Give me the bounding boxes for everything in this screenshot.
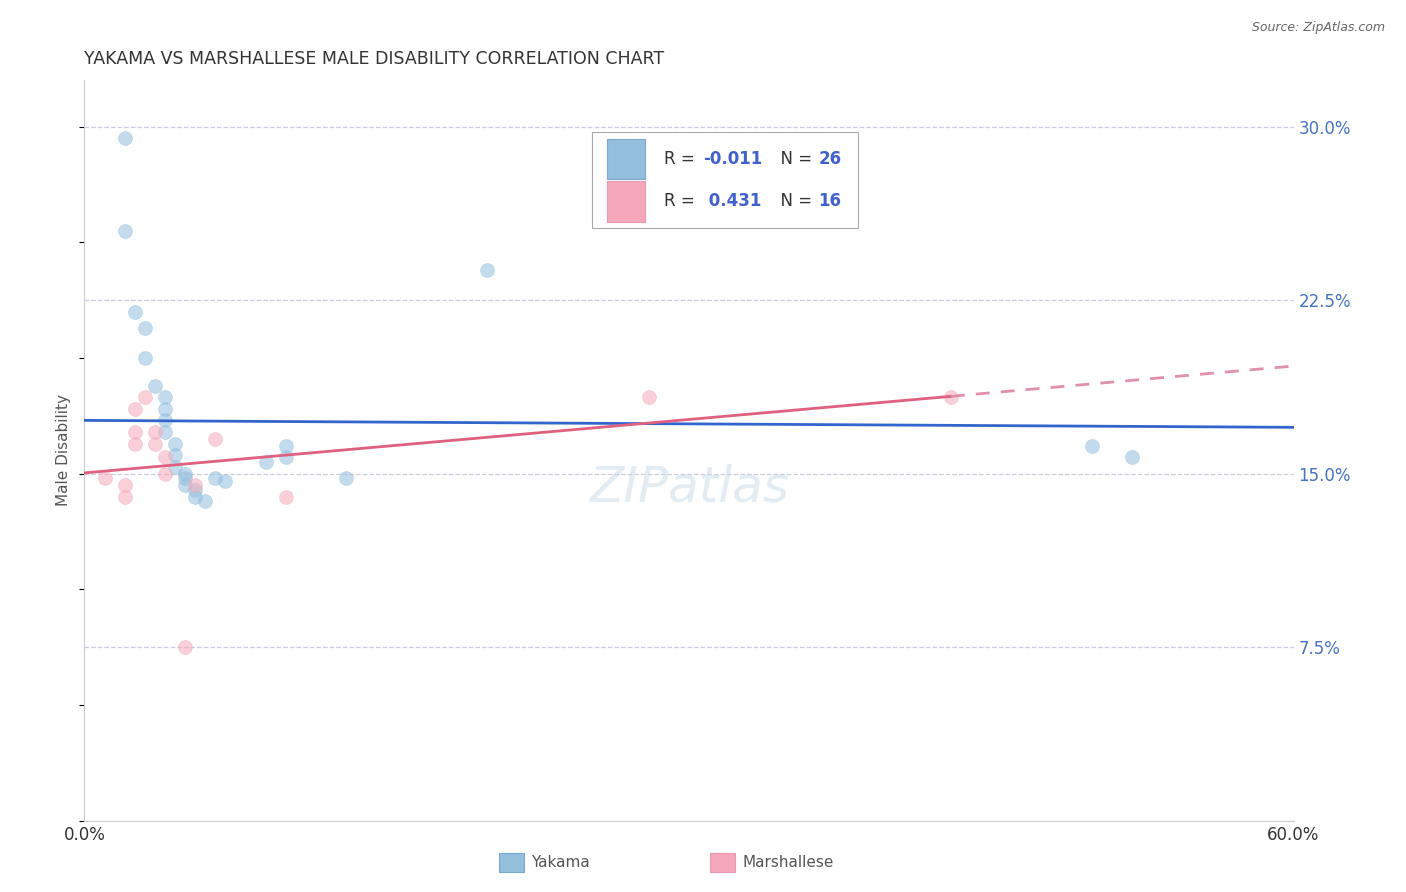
Point	[114, 131, 136, 145]
Point	[124, 304, 146, 318]
Point	[184, 483, 207, 497]
Point	[165, 448, 187, 462]
Point	[477, 263, 499, 277]
Point	[214, 474, 236, 488]
Point	[153, 450, 176, 465]
Text: 0.431: 0.431	[703, 193, 762, 211]
FancyBboxPatch shape	[592, 132, 858, 228]
Text: YAKAMA VS MARSHALLESE MALE DISABILITY CORRELATION CHART: YAKAMA VS MARSHALLESE MALE DISABILITY CO…	[84, 50, 665, 68]
Text: 16: 16	[818, 193, 841, 211]
Point	[174, 467, 197, 481]
Point	[254, 455, 277, 469]
Point	[134, 351, 156, 365]
Point	[124, 436, 146, 450]
Point	[114, 490, 136, 504]
Point	[114, 224, 136, 238]
Point	[174, 471, 197, 485]
Point	[174, 478, 197, 492]
Point	[124, 401, 146, 416]
Text: Marshallese: Marshallese	[742, 855, 834, 870]
Point	[174, 640, 197, 654]
Point	[143, 425, 166, 439]
Point	[143, 436, 166, 450]
Text: 26: 26	[818, 150, 841, 168]
Point	[184, 478, 207, 492]
Point	[93, 471, 115, 485]
Point	[124, 425, 146, 439]
Point	[134, 321, 156, 335]
Point	[153, 413, 176, 427]
Point	[184, 490, 207, 504]
Point	[1081, 439, 1104, 453]
Text: Yakama: Yakama	[531, 855, 591, 870]
Point	[143, 378, 166, 392]
Point	[153, 467, 176, 481]
Point	[637, 390, 659, 404]
FancyBboxPatch shape	[607, 138, 645, 179]
Text: Source: ZipAtlas.com: Source: ZipAtlas.com	[1251, 21, 1385, 34]
Point	[204, 432, 226, 446]
Point	[153, 425, 176, 439]
Point	[274, 439, 297, 453]
Text: N =: N =	[770, 193, 817, 211]
Point	[194, 494, 217, 508]
Point	[134, 390, 156, 404]
Point	[274, 450, 297, 465]
Y-axis label: Male Disability: Male Disability	[56, 394, 72, 507]
FancyBboxPatch shape	[607, 181, 645, 222]
Point	[153, 390, 176, 404]
Text: N =: N =	[770, 150, 817, 168]
Text: R =: R =	[664, 150, 700, 168]
Point	[165, 459, 187, 474]
Text: R =: R =	[664, 193, 700, 211]
Point	[204, 471, 226, 485]
Text: -0.011: -0.011	[703, 150, 762, 168]
Point	[939, 390, 962, 404]
Point	[335, 471, 357, 485]
Point	[153, 401, 176, 416]
Text: ZIPatlas: ZIPatlas	[589, 464, 789, 511]
Point	[1121, 450, 1143, 465]
Point	[274, 490, 297, 504]
Point	[114, 478, 136, 492]
Point	[165, 436, 187, 450]
